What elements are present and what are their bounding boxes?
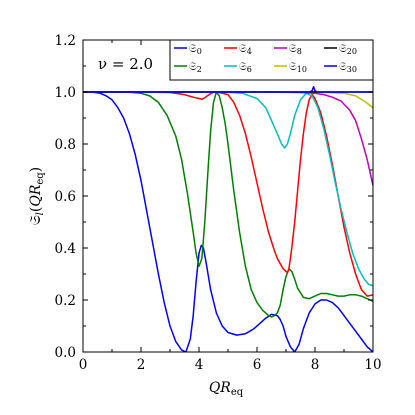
y-tick-label: 1.0 <box>55 85 76 101</box>
y-tick-label: 0.4 <box>55 241 76 257</box>
legend-label: 𝔖0 <box>189 42 202 56</box>
series-line-s-30 <box>83 86 373 93</box>
x-axis-label: QReq <box>209 380 244 398</box>
y-tick-label: 0.6 <box>55 189 76 205</box>
y-tick-label: 0.2 <box>55 293 76 309</box>
legend-label: 𝔖4 <box>239 42 252 56</box>
annotation-nu: ν = 2.0 <box>98 55 153 73</box>
legend-box <box>169 39 374 81</box>
legend-label: 𝔖6 <box>239 60 252 74</box>
x-tick-label: 10 <box>364 357 381 373</box>
legend-items: 𝔖0 𝔖2 𝔖4 𝔖6 𝔖8 𝔖10 𝔖20 𝔖30 <box>174 42 357 74</box>
x-tick-label: 8 <box>311 357 320 373</box>
series-line-s-0 <box>83 91 373 352</box>
legend-label: 𝔖10 <box>289 60 307 74</box>
y-axis-label: 𝔖l(QReq) <box>28 167 46 225</box>
y-tick-label: 0.0 <box>55 345 76 361</box>
legend: 𝔖0 𝔖2 𝔖4 𝔖6 𝔖8 𝔖10 𝔖20 𝔖30 <box>169 39 374 81</box>
series-line-s-2 <box>83 91 373 318</box>
legend-label: 𝔖2 <box>189 60 202 74</box>
y-tick-label: 1.2 <box>55 33 76 49</box>
series-layer <box>83 86 373 352</box>
legend-label: 𝔖8 <box>289 42 302 56</box>
x-tick-label: 0 <box>79 357 88 373</box>
tick-layer: 0 2 4 6 8 10 0.0 0.2 0.4 0.6 0.8 1.0 1.2 <box>55 33 382 373</box>
x-tick-label: 6 <box>253 357 262 373</box>
x-tick-label: 4 <box>195 357 204 373</box>
x-tick-label: 2 <box>137 357 146 373</box>
y-tick-label: 0.8 <box>55 137 76 153</box>
legend-label: 𝔖30 <box>339 60 357 74</box>
legend-label: 𝔖20 <box>339 42 357 56</box>
series-line-s-6 <box>83 91 373 287</box>
plot-area <box>83 40 373 352</box>
series-line-s-4 <box>83 91 373 297</box>
